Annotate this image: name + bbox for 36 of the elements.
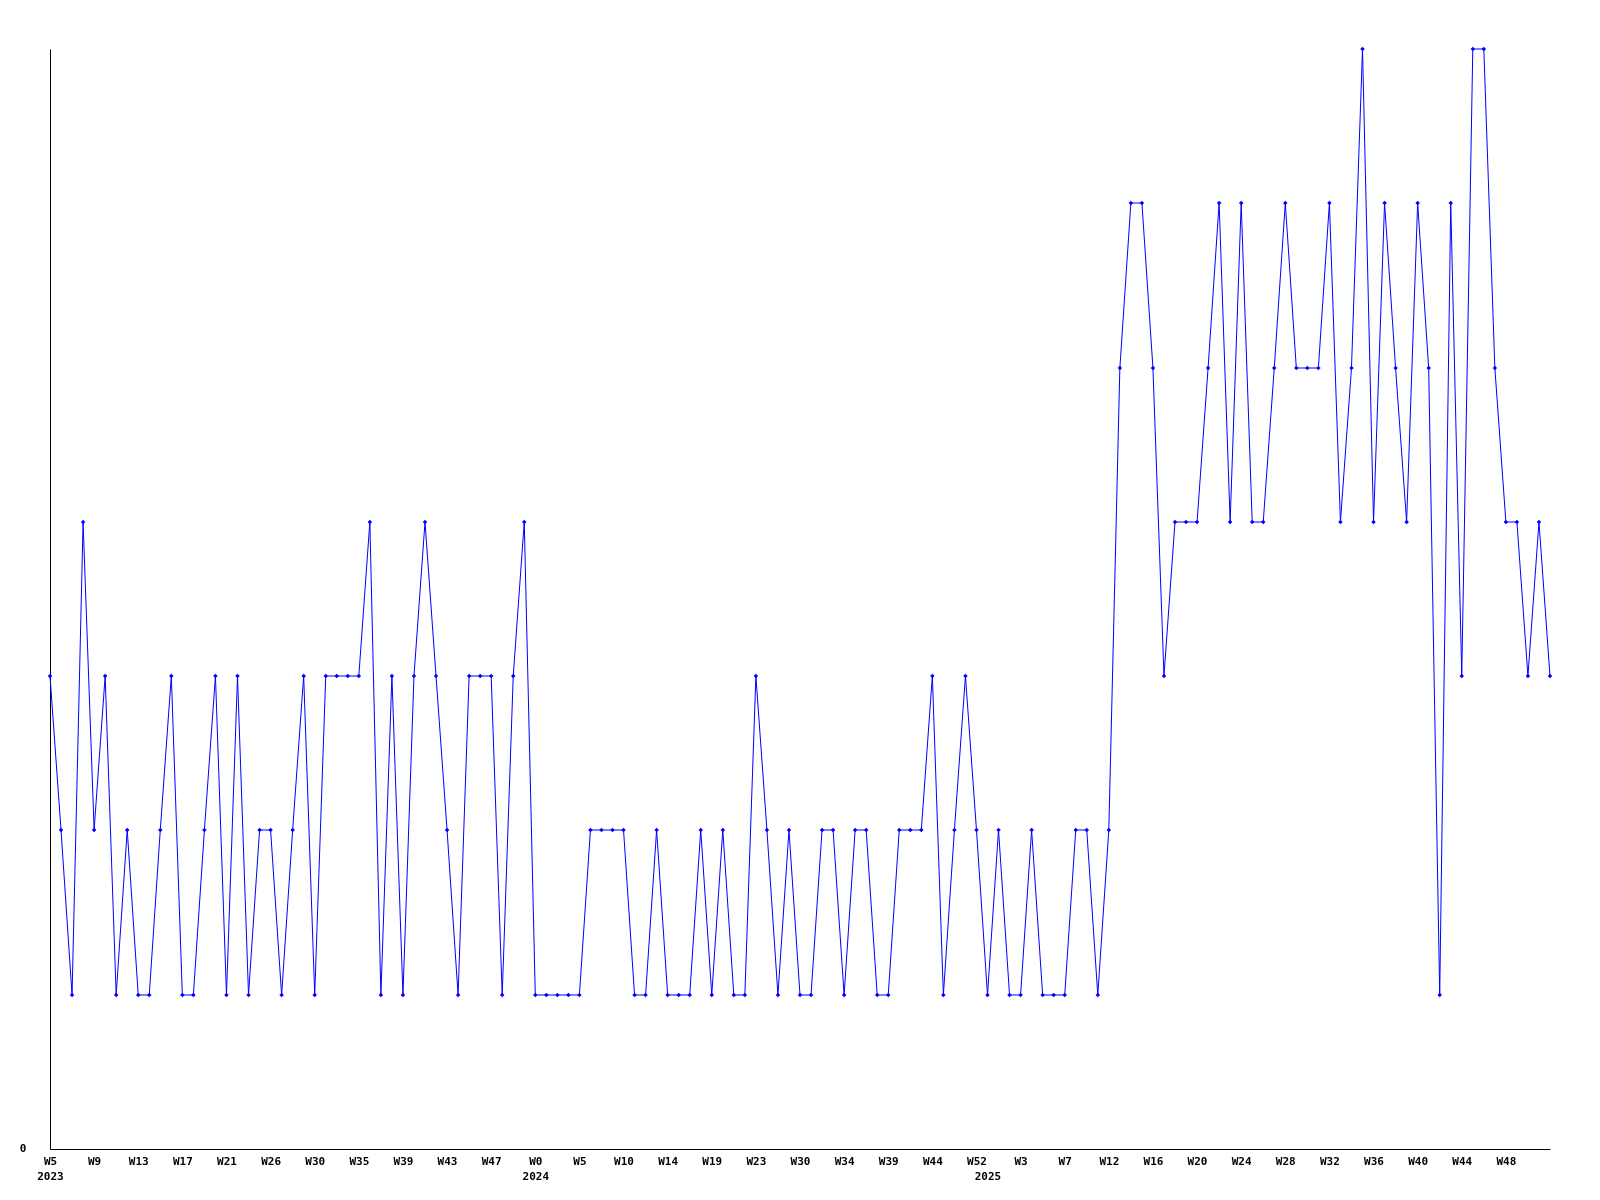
- x-tick-label: W52: [967, 1154, 987, 1168]
- x-tick-label: W12: [1099, 1154, 1120, 1168]
- x-tick-label: W32: [1319, 1154, 1340, 1168]
- x-tick-label: W34: [834, 1154, 855, 1168]
- x-tick-label: W44: [922, 1154, 944, 1168]
- x-tick-label: W26: [261, 1154, 282, 1168]
- x-tick-label: W0 2024: [522, 1154, 550, 1183]
- x-tick-label: W23: [746, 1154, 767, 1168]
- x-tick-label: W35: [349, 1154, 370, 1168]
- x-tick-label: W17: [172, 1154, 193, 1168]
- x-tick-label: W21: [217, 1154, 238, 1168]
- x-tick-label: W47: [481, 1154, 502, 1168]
- x-tick-label: W10: [614, 1154, 634, 1168]
- x-tick-label: W44: [1452, 1154, 1473, 1168]
- x-tick-label: W48: [1496, 1154, 1517, 1168]
- x-tick-label: 2025: [974, 1169, 1002, 1183]
- x-tick-label: W13: [128, 1154, 149, 1168]
- x-tick-label: W3: [1014, 1154, 1028, 1168]
- x-tick-label: W5: [573, 1154, 587, 1168]
- x-tick-label: W40: [1408, 1154, 1429, 1168]
- x-tick-label: W20: [1187, 1154, 1208, 1168]
- x-tick-label: W39: [393, 1154, 414, 1168]
- x-tick-label: W30: [790, 1154, 811, 1168]
- x-tick-label: W16: [1143, 1154, 1164, 1168]
- x-tick-label: W9: [87, 1154, 102, 1168]
- x-tick-label: W5 2023: [37, 1154, 64, 1183]
- x-tick-label: W7: [1058, 1154, 1072, 1168]
- x-tick-label: W43: [437, 1154, 458, 1168]
- x-tick-label: W24: [1231, 1154, 1252, 1168]
- x-tick-label: W28: [1275, 1154, 1296, 1168]
- x-tick-label: W36: [1364, 1154, 1385, 1168]
- x-tick-label: W30: [305, 1154, 326, 1168]
- x-tick-label: W39: [878, 1154, 899, 1168]
- x-tick-label: W14: [658, 1154, 679, 1168]
- text: 0: [19, 1142, 27, 1155]
- x-tick-label: W19: [702, 1154, 723, 1168]
